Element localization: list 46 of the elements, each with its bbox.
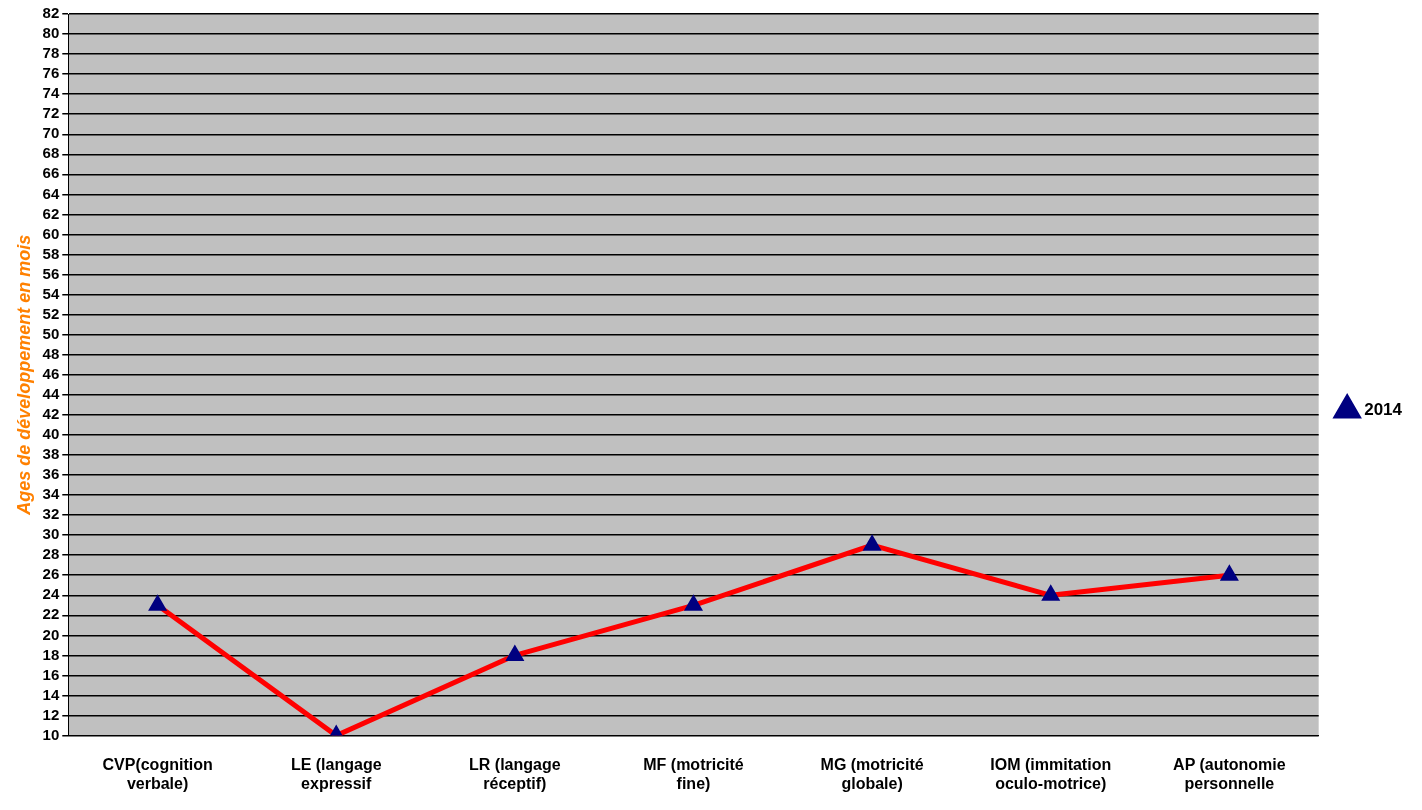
y-tick-label: 66 [42, 164, 60, 182]
legend-label: 2014 [1364, 399, 1403, 419]
x-tick-label: AP (autonomie personnelle [1173, 755, 1286, 792]
y-tick-label: 70 [42, 124, 60, 142]
y-tick-label: 46 [42, 364, 60, 382]
x-tick-label: MG (motricité globale) [820, 755, 924, 792]
y-tick-label: 78 [42, 44, 60, 62]
y-tick-label: 58 [42, 244, 60, 262]
y-tick-label: 80 [42, 24, 60, 42]
y-tick-label: 40 [42, 425, 60, 443]
y-tick-label: 28 [42, 545, 60, 563]
y-tick-label: 44 [42, 384, 60, 402]
x-tick-label: MF (motricité fine) [643, 755, 744, 792]
y-tick-label: 56 [42, 264, 60, 282]
y-tick-label: 18 [42, 645, 60, 663]
x-tick-label: CVP(cognition verbale) [102, 755, 213, 792]
y-tick-label: 20 [42, 625, 60, 643]
y-tick-label: 38 [42, 445, 60, 463]
y-tick-label: 64 [42, 184, 60, 202]
y-tick-label: 76 [42, 64, 60, 82]
y-tick-label: 26 [42, 565, 60, 583]
y-tick-label: 72 [42, 104, 60, 122]
y-tick-label: 48 [42, 344, 60, 362]
y-tick-label: 62 [42, 204, 60, 222]
y-tick-label: 42 [42, 405, 60, 423]
y-tick-label: 54 [42, 284, 60, 302]
x-tick-label: LR (langage réceptif) [469, 755, 561, 792]
x-tick-label: IOM (immitation oculo-motrice) [990, 755, 1112, 792]
y-tick-label: 50 [42, 324, 60, 342]
y-tick-label: 24 [42, 585, 60, 603]
y-tick-label: 30 [42, 525, 60, 543]
y-tick-label: 52 [42, 304, 60, 322]
x-tick-label: LE (langage expressif [290, 755, 382, 792]
y-tick-label: 68 [42, 144, 60, 162]
y-tick-label: 60 [42, 224, 60, 242]
y-tick-label: 74 [42, 84, 60, 102]
y-tick-label: 16 [42, 665, 60, 683]
y-tick-label: 14 [42, 685, 60, 703]
y-tick-label: 12 [42, 705, 60, 723]
y-tick-label: 32 [42, 505, 60, 523]
y-tick-label: 36 [42, 465, 60, 483]
y-axis-title: Ages de développement en mois [13, 234, 34, 516]
y-tick-label: 22 [42, 605, 60, 623]
y-tick-label: 82 [42, 4, 60, 22]
y-tick-label: 10 [42, 725, 60, 743]
y-tick-label: 34 [42, 485, 60, 503]
